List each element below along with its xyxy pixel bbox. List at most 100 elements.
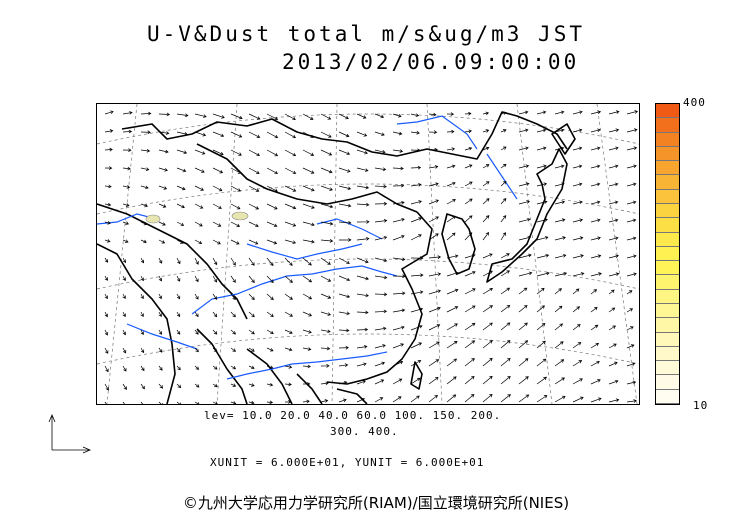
dust-patches	[145, 211, 249, 224]
wind-arrow	[572, 164, 583, 169]
wind-arrow	[446, 376, 457, 385]
wind-arrow	[608, 146, 619, 151]
wind-arrow	[374, 218, 388, 223]
wind-arrow	[536, 164, 547, 169]
wind-arrow	[356, 362, 367, 367]
wind-arrow	[320, 221, 334, 226]
wind-arrow	[482, 322, 493, 331]
wind-arrow	[230, 131, 243, 138]
wind-arrow	[428, 112, 437, 117]
wind-arrow	[356, 275, 369, 281]
wind-arrow	[554, 305, 563, 313]
wind-arrow	[212, 383, 218, 388]
wind-arrow	[212, 275, 218, 283]
wind-arrow	[320, 203, 334, 209]
wind-arrow	[104, 202, 112, 207]
wind-arrow	[248, 203, 260, 210]
wind-arrow	[518, 358, 529, 367]
wind-arrow	[554, 200, 566, 205]
wind-arrow	[608, 289, 615, 295]
wind-arrow	[464, 129, 472, 134]
wind-arrow	[158, 131, 170, 135]
wind-arrow	[356, 380, 366, 385]
wind-arrow	[464, 305, 476, 313]
wind-arrow	[464, 111, 472, 116]
wind-arrow	[518, 394, 530, 403]
wind-arrow	[176, 401, 182, 404]
wind-arrow	[176, 239, 184, 244]
wind-arrow	[482, 393, 493, 403]
title-line-2-datetime: 2013/02/06.09:00:00	[282, 50, 580, 74]
wind-arrow	[626, 399, 637, 403]
wind-arrow	[356, 293, 369, 298]
wind-arrow	[410, 273, 424, 277]
wind-arrow	[590, 218, 601, 223]
wind-arrow	[140, 167, 150, 172]
wind-arrow	[554, 254, 567, 259]
wind-arrow	[374, 149, 386, 154]
wind-arrow	[626, 290, 633, 295]
wind-arrow	[140, 347, 145, 354]
wind-arrow	[554, 110, 565, 115]
wind-arrow	[590, 272, 602, 277]
wind-arrow	[248, 239, 259, 245]
wind-arrow	[464, 322, 476, 331]
colorbar-segment	[656, 289, 679, 304]
wind-arrow	[104, 110, 114, 115]
wind-arrow	[302, 329, 312, 334]
wind-arrow	[518, 340, 529, 349]
wind-arrow	[572, 360, 583, 367]
wind-arrow	[374, 201, 388, 206]
wind-arrow	[230, 203, 241, 210]
wind-arrow	[428, 233, 439, 241]
wind-arrow	[374, 131, 385, 136]
wind-arrow	[518, 164, 530, 169]
wind-arrow	[266, 311, 274, 318]
wind-arrow	[608, 398, 620, 403]
wind-arrow	[194, 239, 203, 245]
wind-arrow	[122, 311, 126, 318]
wind-arrow	[464, 232, 473, 241]
wind-arrow	[500, 129, 507, 133]
wind-arrow	[554, 182, 565, 187]
wind-arrow	[464, 358, 475, 367]
wind-arrow	[518, 271, 533, 277]
wind-arrow	[608, 128, 620, 133]
wind-arrow	[122, 129, 133, 134]
wind-arrow	[554, 341, 564, 349]
wind-arrow	[554, 288, 562, 295]
wind-arrow	[464, 288, 476, 295]
wind-arrow	[140, 329, 144, 335]
wind-arrow	[572, 146, 583, 151]
wind-arrow	[482, 164, 490, 169]
wind-arrow	[302, 239, 315, 244]
wind-arrow	[140, 203, 149, 208]
wind-arrow	[608, 361, 618, 367]
wind-arrow	[104, 129, 114, 133]
wind-arrow	[428, 341, 440, 349]
wind-arrow	[158, 365, 163, 371]
wind-arrow	[446, 358, 458, 367]
wind-arrow	[194, 149, 206, 155]
wind-arrow	[176, 221, 185, 227]
rivers	[97, 115, 518, 380]
wind-arrow	[410, 290, 424, 295]
wind-arrow	[266, 293, 274, 301]
wind-arrow	[284, 113, 296, 121]
wind-arrow	[158, 257, 163, 264]
wind-arrow	[374, 113, 385, 119]
wind-arrow	[302, 167, 315, 174]
levels-line-2: 300. 400.	[330, 425, 399, 438]
wind-arrow	[320, 275, 332, 282]
wind-arrow	[104, 166, 113, 170]
wind-arrow	[285, 400, 292, 404]
wind-arrow	[572, 378, 583, 385]
wind-arrow	[482, 340, 493, 349]
wind-arrow	[410, 182, 422, 187]
wind-arrow	[338, 345, 349, 350]
wind-arrow	[572, 110, 583, 115]
wind-arrow	[230, 383, 237, 387]
wind-arrow	[536, 110, 547, 115]
wind-arrow	[104, 184, 112, 189]
wind-arrow	[320, 381, 329, 386]
